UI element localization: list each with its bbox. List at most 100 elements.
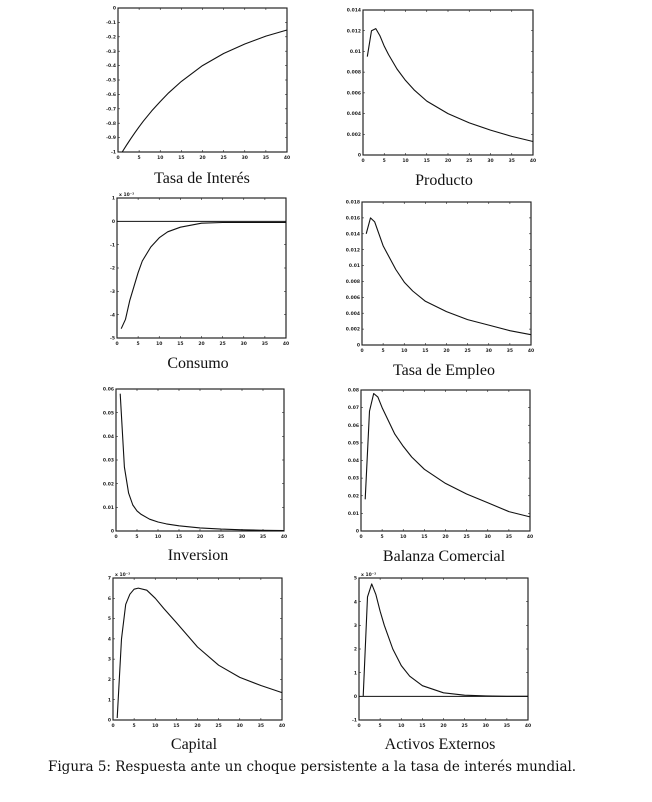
x-tick-label: 20	[442, 534, 448, 540]
y-tick-label: 0.004	[347, 111, 361, 117]
chart-title: Tasa de Empleo	[393, 362, 495, 379]
y-tick-label: 0.06	[348, 423, 359, 429]
axes-frame	[362, 9, 534, 156]
y-tick-label: 0.016	[346, 215, 360, 221]
y-tick-label: -1	[110, 242, 115, 248]
y-tick-label: 0.014	[346, 231, 360, 237]
x-tick-label: 0	[360, 348, 363, 354]
x-tick-label: 40	[281, 534, 287, 540]
y-tick-label: -2	[110, 266, 115, 272]
x-tick-label: 30	[485, 534, 491, 540]
y-tick-label: 6	[108, 596, 111, 602]
y-tick-label: 3	[108, 657, 111, 663]
y-tick-label: -1	[111, 150, 116, 156]
x-tick-label: 0	[114, 534, 117, 540]
y-tick-label: 1	[112, 196, 115, 202]
axes-frame	[358, 577, 529, 721]
plot-area: 0 5 10 15 20 25 30 35 40 0 0.01 0.02 0.03 0.04 0.05 0.0…	[348, 388, 533, 540]
y-tick-label: 0.002	[347, 132, 361, 138]
y-tick-label: 0.014	[347, 8, 361, 14]
x-tick-label: 5	[135, 534, 138, 540]
x-tick-label: 10	[400, 534, 406, 540]
x-tick-label: 25	[219, 341, 225, 347]
x-tick-label: 25	[215, 723, 221, 729]
x-tick-label: 5	[382, 348, 385, 354]
x-tick-label: 0	[357, 723, 360, 729]
x-tick-label: 10	[398, 723, 404, 729]
y-tick-label: 0.01	[348, 511, 359, 517]
y-tick-label: 2	[354, 647, 357, 653]
x-tick-label: 10	[152, 723, 158, 729]
x-tick-label: 20	[194, 723, 200, 729]
y-tick-label: 0	[112, 219, 115, 225]
plot-area: 0 5 10 15 20 25 30 35 40 0 0.01 0.02 0.03 0.04 0.05 0.0…	[103, 387, 287, 540]
x-tick-label: 10	[401, 348, 407, 354]
y-tick-label: 0	[108, 718, 111, 724]
y-tick-label: -0.1	[106, 20, 116, 26]
x-tick-label: 5	[133, 723, 136, 729]
axis-multiplier: x 10⁻³	[115, 572, 130, 578]
x-tick-label: 35	[260, 534, 266, 540]
x-tick-label: 15	[422, 348, 428, 354]
x-tick-label: 40	[527, 534, 533, 540]
x-tick-label: 0	[359, 534, 362, 540]
y-tick-label: -0.3	[106, 49, 116, 55]
x-tick-label: 0	[116, 155, 119, 161]
series-line-balanza	[364, 392, 531, 518]
y-tick-label: -1	[352, 718, 357, 724]
x-tick-label: 20	[199, 155, 205, 161]
x-tick-label: 25	[463, 534, 469, 540]
y-tick-label: 0.03	[103, 458, 114, 464]
y-tick-label: 0	[358, 153, 361, 159]
x-tick-label: 35	[509, 158, 515, 164]
series-line-consumo	[120, 221, 286, 329]
y-tick-label: 0.02	[103, 481, 114, 487]
x-tick-label: 40	[528, 348, 534, 354]
chart-title: Tasa de Interés	[154, 170, 250, 187]
y-tick-label: 0.03	[348, 476, 359, 482]
axis-multiplier: x 10⁻³	[119, 192, 134, 198]
x-tick-label: 40	[530, 158, 536, 164]
y-tick-label: -3	[110, 289, 115, 295]
x-tick-label: 5	[379, 723, 382, 729]
y-tick-label: -4	[110, 312, 115, 318]
y-tick-label: 0.002	[346, 327, 360, 333]
y-tick-label: 0.008	[347, 70, 361, 76]
y-tick-label: -0.9	[106, 135, 116, 141]
y-tick-label: -5	[110, 336, 115, 342]
y-tick-label: 0.012	[347, 28, 361, 34]
axes-frame	[361, 201, 532, 346]
x-tick-label: 35	[506, 534, 512, 540]
figure-caption: Figura 5: Respuesta ante un choque persi…	[48, 759, 577, 775]
y-tick-label: 0.06	[103, 387, 114, 393]
plot-area: 0 5 10 15 20 25 30 35 40 0 0.002 0.004 0.006 0.008 0.0…	[347, 8, 536, 164]
x-tick-label: 0	[115, 341, 118, 347]
x-tick-label: 35	[504, 723, 510, 729]
x-tick-label: 15	[419, 723, 425, 729]
x-tick-label: 15	[173, 723, 179, 729]
x-tick-label: 15	[424, 158, 430, 164]
x-tick-label: 25	[464, 348, 470, 354]
axes-frame	[117, 7, 288, 153]
x-tick-label: 30	[242, 155, 248, 161]
x-tick-label: 25	[466, 158, 472, 164]
y-tick-label: 0.006	[346, 295, 360, 301]
x-tick-label: 5	[381, 534, 384, 540]
chart-title: Consumo	[167, 355, 229, 372]
y-tick-label: 0.008	[346, 279, 360, 285]
x-tick-label: 35	[507, 348, 513, 354]
x-tick-label: 0	[361, 158, 364, 164]
chart-title: Producto	[415, 172, 473, 189]
series-line-capital	[116, 587, 283, 719]
x-tick-label: 30	[241, 341, 247, 347]
x-tick-label: 40	[283, 341, 289, 347]
y-tick-label: 5	[354, 576, 357, 582]
x-tick-label: 30	[486, 348, 492, 354]
plot-area: 0 5 10 15 20 25 30 35 40 -1 -0.9 -0.8 -0.7 -0.6 -0.5 -0…	[106, 6, 290, 161]
chart-title: Capital	[170, 736, 218, 753]
y-tick-label: 3	[354, 623, 357, 629]
y-tick-label: -0.6	[106, 92, 116, 98]
y-tick-label: 0.012	[346, 247, 360, 253]
plot-area: 0 5 10 15 20 25 30 35 40 0 1 2 3 4 5 6 7 x 10⁻³	[108, 572, 285, 729]
y-tick-label: 0.08	[348, 388, 359, 394]
